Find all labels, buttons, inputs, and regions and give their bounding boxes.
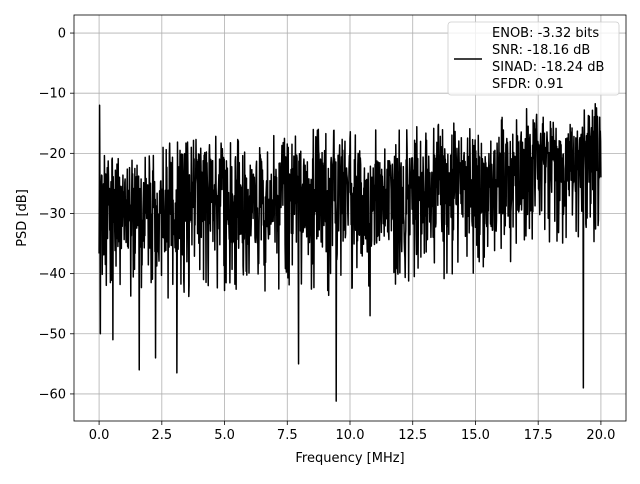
x-tick-label: 10.0 [336, 428, 365, 443]
x-tick-label: 7.5 [277, 428, 298, 443]
x-tick-label: 5.0 [214, 428, 235, 443]
x-tick-label: 0.0 [89, 428, 110, 443]
x-axis-ticks: 0.0 2.5 5.0 7.5 10.0 12.5 15.0 17.5 20.0 [89, 421, 615, 443]
y-tick-label: −50 [39, 327, 66, 342]
x-tick-label: 2.5 [151, 428, 172, 443]
y-tick-label: 0 [58, 27, 66, 42]
y-tick-label: −10 [39, 87, 66, 102]
psd-trace [98, 102, 602, 402]
legend: ENOB: -3.32 bits SNR: -18.16 dB SINAD: -… [447, 21, 620, 96]
psd-series [98, 102, 602, 402]
legend-box [447, 21, 620, 96]
x-tick-label: 15.0 [461, 428, 490, 443]
legend-sinad: SINAD: -18.24 dB [492, 60, 604, 75]
y-tick-label: −20 [39, 147, 66, 162]
x-axis-label: Frequency [MHz] [295, 451, 404, 466]
y-axis-label: PSD [dB] [15, 189, 30, 247]
y-axis-ticks: 0 −10 −20 −30 −40 −50 −60 [39, 27, 74, 402]
x-tick-label: 12.5 [398, 428, 427, 443]
y-tick-label: −60 [39, 387, 66, 402]
x-tick-label: 17.5 [524, 428, 553, 443]
legend-enob: ENOB: -3.32 bits [492, 26, 599, 41]
legend-snr: SNR: -18.16 dB [492, 43, 590, 58]
y-tick-label: −30 [39, 207, 66, 222]
legend-sfdr: SFDR: 0.91 [492, 77, 564, 92]
x-tick-label: 20.0 [586, 428, 615, 443]
y-tick-label: −40 [39, 267, 66, 282]
